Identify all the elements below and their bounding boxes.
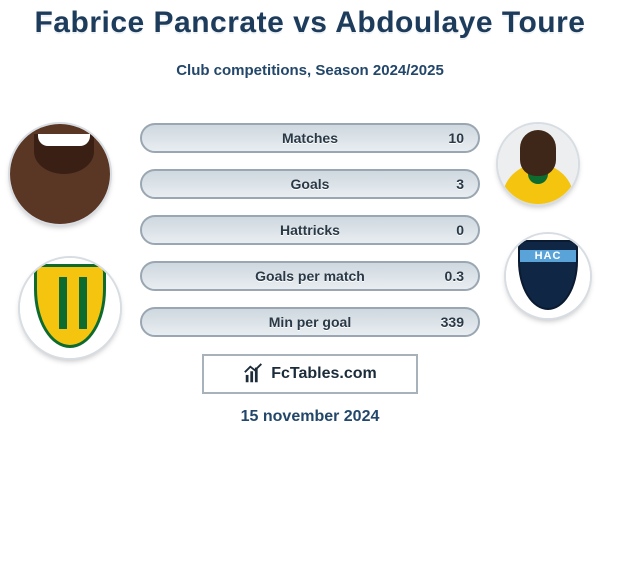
right-club-code: HAC — [520, 250, 576, 262]
bar-chart-icon — [243, 363, 265, 385]
stat-label: Goals — [142, 176, 478, 192]
right-club-crest: HAC — [506, 234, 590, 318]
comparison-card: Fabrice Pancrate vs Abdoulaye Toure Club… — [0, 0, 620, 580]
card-subtitle: Club competitions, Season 2024/2025 — [0, 62, 620, 79]
stat-pill: Hattricks 0 — [140, 215, 480, 245]
stat-pill: Min per goal 339 — [140, 307, 480, 337]
stat-pill: Goals 3 — [140, 169, 480, 199]
stat-value-right: 3 — [456, 176, 464, 192]
stat-label: Min per goal — [142, 314, 478, 330]
source-badge-text: FcTables.com — [271, 365, 377, 383]
left-club-crest — [20, 258, 120, 358]
stat-pill: Goals per match 0.3 — [140, 261, 480, 291]
stat-label: Hattricks — [142, 222, 478, 238]
stat-label: Goals per match — [142, 268, 478, 284]
stat-pill: Matches 10 — [140, 123, 480, 153]
stat-value-right: 10 — [448, 130, 464, 146]
card-title: Fabrice Pancrate vs Abdoulaye Toure — [0, 6, 620, 40]
stat-label: Matches — [142, 130, 478, 146]
left-player-avatar — [10, 124, 110, 224]
stat-value-right: 0.3 — [445, 268, 464, 284]
card-date: 15 november 2024 — [0, 408, 620, 426]
source-badge: FcTables.com — [202, 354, 418, 394]
right-player-avatar — [498, 124, 578, 204]
stat-value-right: 0 — [456, 222, 464, 238]
stat-value-right: 339 — [441, 314, 464, 330]
